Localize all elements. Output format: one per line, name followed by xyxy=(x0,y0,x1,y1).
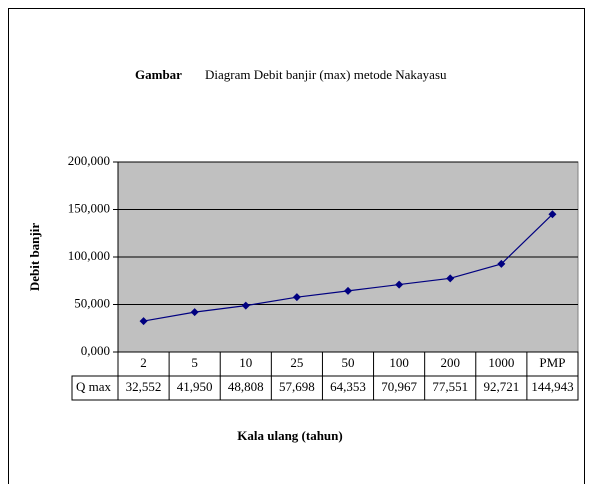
y-tick-label: 150,000 xyxy=(68,200,110,215)
x-tick-label: 5 xyxy=(191,355,198,370)
table-value: 48,808 xyxy=(228,379,264,394)
table-value: 70,967 xyxy=(381,379,417,394)
table-value: 57,698 xyxy=(279,379,315,394)
y-tick-label: 50,000 xyxy=(74,295,110,310)
x-tick-label: 2 xyxy=(140,355,147,370)
marker xyxy=(292,293,301,302)
y-tick-label: 200,000 xyxy=(68,153,110,168)
x-tick-label: 25 xyxy=(290,355,303,370)
table-value: 32,552 xyxy=(126,379,162,394)
table-value: 77,551 xyxy=(432,379,468,394)
x-tick-label: 1000 xyxy=(488,355,514,370)
marker xyxy=(190,308,199,317)
x-tick-label: 100 xyxy=(389,355,409,370)
y-tick-label: 0,000 xyxy=(81,343,110,358)
table-value: 64,353 xyxy=(330,379,366,394)
x-tick-label: 10 xyxy=(239,355,252,370)
table-value: 144,943 xyxy=(531,379,573,394)
x-tick-label: PMP xyxy=(539,355,565,370)
table-value: 41,950 xyxy=(177,379,213,394)
marker xyxy=(497,259,506,268)
marker xyxy=(241,301,250,310)
marker xyxy=(548,210,557,219)
marker xyxy=(446,274,455,283)
marker xyxy=(344,286,352,295)
marker xyxy=(395,280,404,289)
table-value: 92,721 xyxy=(483,379,519,394)
x-tick-label: 200 xyxy=(440,355,460,370)
x-tick-label: 50 xyxy=(342,355,355,370)
y-tick-label: 100,000 xyxy=(68,248,110,263)
y-axis-label: Debit banjir xyxy=(27,223,42,291)
marker xyxy=(139,317,148,326)
chart-title: Diagram Debit banjir (max) metode Nakaya… xyxy=(205,67,447,82)
legend-entry: Q max xyxy=(76,379,112,394)
x-axis-label: Kala ulang (tahun) xyxy=(237,428,342,443)
chart-title-prefix: Gambar xyxy=(135,67,182,82)
